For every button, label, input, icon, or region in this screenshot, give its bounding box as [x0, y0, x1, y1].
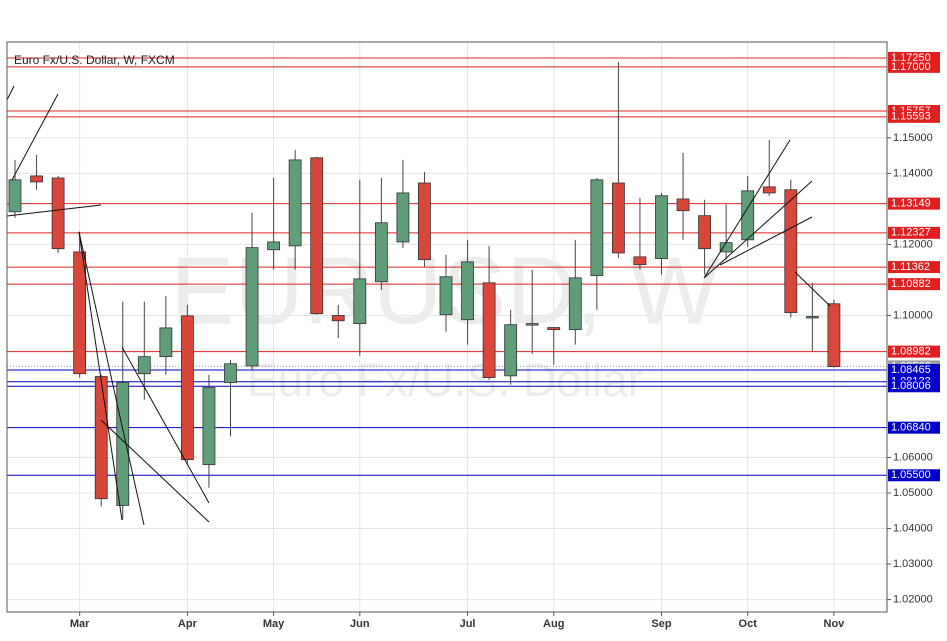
level-label-box	[888, 226, 940, 239]
candle-body	[547, 327, 561, 331]
level-label-box	[888, 421, 940, 434]
candle-body	[331, 315, 345, 322]
candle-body	[73, 251, 87, 375]
y-tick-label: 1.02000	[893, 593, 933, 605]
level-label: 1.08982	[891, 346, 931, 358]
level-label-box	[888, 278, 940, 291]
x-tick-label: Jun	[350, 618, 370, 630]
level-label: 1.12327	[891, 227, 931, 239]
candle-body	[439, 276, 453, 316]
x-tick-label: Apr	[178, 618, 198, 630]
candle-body	[525, 323, 539, 326]
level-label: 1.10882	[891, 278, 931, 290]
y-tick-label: 1.05000	[893, 487, 933, 499]
candle-body	[590, 179, 604, 277]
level-label: 1.13149	[891, 198, 931, 210]
trendline	[6, 85, 15, 101]
candle-body	[245, 247, 259, 367]
candle-body	[116, 382, 130, 506]
trendline	[6, 204, 102, 217]
level-label: 1.08465	[891, 364, 931, 376]
level-label: 1.15593	[891, 111, 931, 123]
trendlines	[6, 85, 831, 526]
trendline	[703, 180, 813, 279]
level-label: 1.11362	[891, 261, 930, 273]
x-tick-label: Nov	[824, 618, 846, 630]
trendline	[703, 139, 791, 279]
candle-body	[612, 182, 625, 254]
y-tick-label: 1.10000	[893, 309, 933, 321]
level-label-box	[888, 363, 940, 376]
candle-body	[482, 282, 496, 379]
x-tick-label: May	[263, 618, 285, 630]
candle-body	[719, 242, 733, 253]
candle-body	[698, 215, 711, 250]
trendline	[78, 231, 145, 526]
candle-body	[374, 222, 388, 283]
watermark-subtitle: Euro Fx/U.S. Dollar	[247, 354, 643, 406]
level-label: 1.08006	[891, 380, 931, 392]
level-label-box	[888, 380, 940, 393]
chart-title: Euro Fx/U.S. Dollar, W, FXCM	[14, 53, 175, 67]
x-tick-label: Oct	[739, 618, 758, 630]
y-tick-label: 1.04000	[893, 522, 933, 534]
candle-body	[762, 186, 776, 194]
level-label-box	[888, 60, 940, 73]
level-label: 1.17000	[891, 61, 931, 73]
y-tick-label: 1.12000	[893, 238, 933, 250]
candle-body	[288, 159, 302, 247]
level-label-box	[888, 469, 940, 482]
candle-body	[180, 315, 194, 461]
y-tick-label: 1.06000	[893, 451, 933, 463]
trendline	[719, 216, 813, 266]
level-label-box	[888, 261, 940, 274]
x-tick-label: Aug	[543, 618, 564, 630]
candle-body	[30, 175, 43, 183]
axis: 1.15000 1.14000 1.12000 1.10000 1.06000 1.050…	[70, 52, 940, 630]
candle-body	[94, 376, 108, 500]
level-label-box	[888, 197, 940, 210]
trendline	[121, 346, 210, 504]
trendline	[78, 231, 123, 521]
candle-body	[784, 189, 798, 314]
level-label: 1.05500	[891, 469, 931, 481]
candle-body	[827, 303, 841, 367]
level-label-box	[888, 345, 940, 358]
candle-body	[310, 157, 324, 315]
candles	[8, 61, 841, 520]
candle-body	[353, 278, 367, 325]
trendline	[100, 419, 210, 523]
candle-body	[51, 177, 65, 250]
candle-body	[8, 179, 22, 213]
levels	[7, 57, 887, 476]
x-tick-label: Jul	[460, 618, 476, 630]
candle-body	[461, 261, 474, 321]
candle-body	[676, 198, 690, 212]
trendline	[11, 93, 59, 181]
x-tick-label: Sep	[651, 618, 671, 630]
y-tick-label: 1.14000	[893, 167, 933, 179]
x-tick-label: Mar	[70, 618, 90, 630]
candle-body	[655, 195, 668, 260]
y-tick-label: 1.03000	[893, 558, 933, 570]
level-label: 1.06840	[891, 422, 931, 434]
candle-body	[224, 363, 237, 383]
candle-body	[267, 241, 281, 251]
candle-body	[418, 182, 431, 261]
candle-body	[633, 256, 647, 266]
plot-border	[6, 41, 888, 613]
candle-body	[805, 316, 819, 319]
candle-body	[504, 324, 518, 377]
candle-body	[202, 387, 216, 466]
candle-body	[396, 192, 410, 243]
y-tick-label: 1.15000	[893, 132, 933, 144]
trendline	[794, 271, 831, 307]
candle-body	[159, 327, 173, 358]
candle-body	[568, 277, 582, 331]
candle-body	[137, 356, 151, 375]
level-label-box	[888, 110, 940, 123]
